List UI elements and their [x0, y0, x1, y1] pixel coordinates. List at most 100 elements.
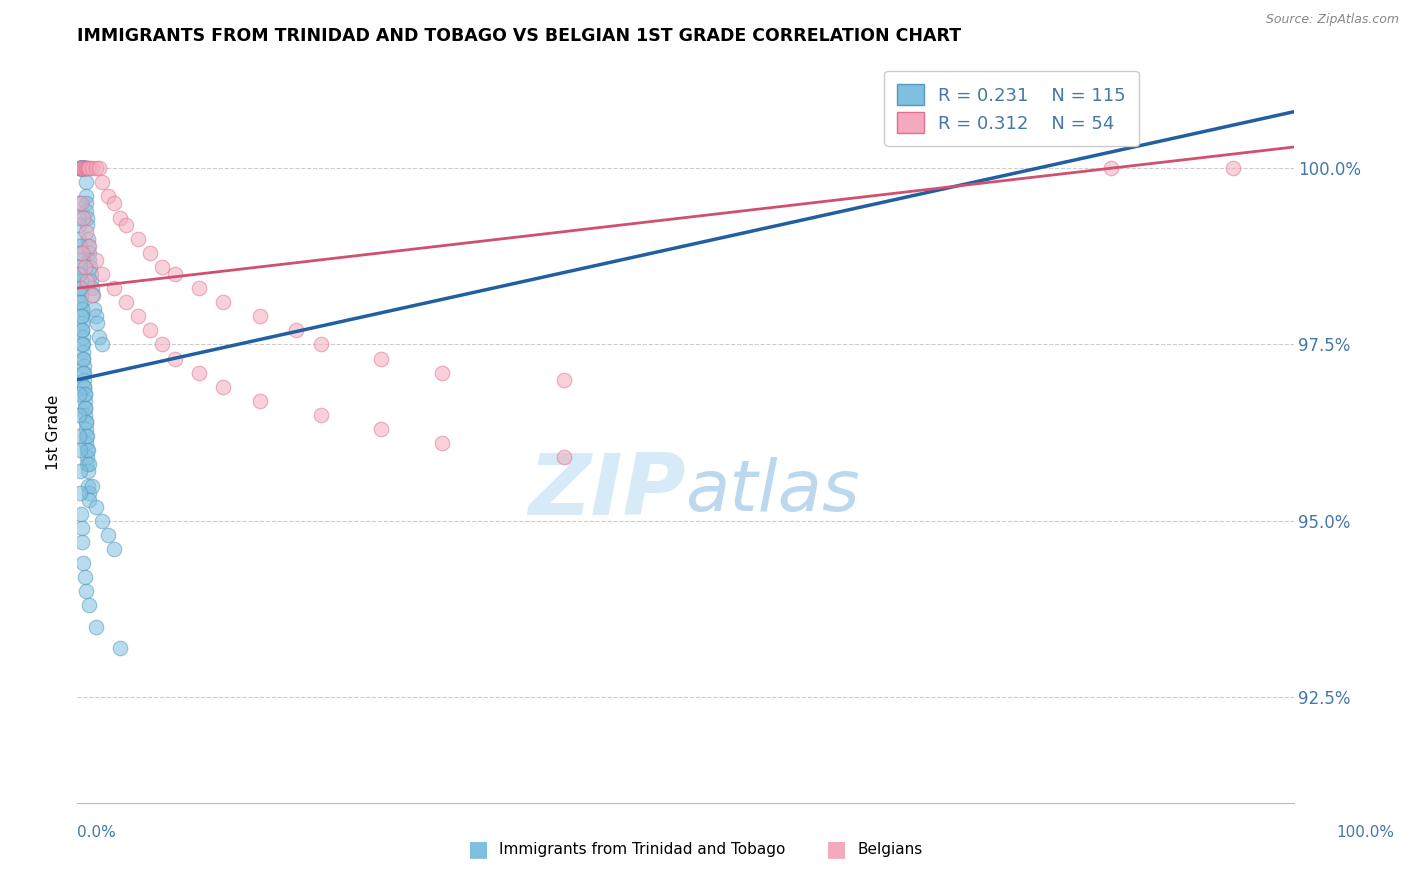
Point [108, 640, 131, 655]
Point [70, 302, 93, 317]
Point [75, 196, 97, 211]
Point [69, 161, 91, 176]
Point [69, 245, 91, 260]
Text: Source: ZipAtlas.com: Source: ZipAtlas.com [1265, 13, 1399, 27]
Point [69, 161, 91, 176]
Point [77, 239, 100, 253]
Point [69, 252, 91, 267]
Point [77, 161, 100, 176]
Point [70, 521, 93, 535]
Point [70, 316, 93, 330]
Point [309, 408, 332, 422]
Point [1099, 161, 1122, 176]
Point [70, 323, 93, 337]
Point [67, 211, 90, 225]
Point [69, 281, 91, 295]
Point [79, 161, 101, 176]
Point [67, 408, 90, 422]
Point [82, 288, 104, 302]
Point [67, 387, 90, 401]
Point [430, 366, 453, 380]
Point [72, 161, 94, 176]
Point [70, 161, 93, 176]
Point [75, 415, 97, 429]
Point [73, 393, 96, 408]
Point [103, 541, 125, 556]
Point [80, 281, 103, 295]
Point [90, 267, 112, 281]
Point [70, 337, 93, 351]
Point [67, 161, 90, 176]
Point [108, 211, 131, 225]
Point [73, 161, 96, 176]
Text: 100.0%: 100.0% [1337, 825, 1395, 840]
Point [69, 161, 91, 176]
Point [76, 211, 98, 225]
Text: IMMIGRANTS FROM TRINIDAD AND TOBAGO VS BELGIAN 1ST GRADE CORRELATION CHART: IMMIGRANTS FROM TRINIDAD AND TOBAGO VS B… [77, 27, 962, 45]
Point [127, 310, 149, 324]
Point [73, 161, 96, 176]
Point [73, 366, 96, 380]
Point [89, 161, 111, 176]
Point [163, 267, 186, 281]
Point [73, 161, 96, 176]
Point [70, 196, 93, 211]
Point [249, 393, 271, 408]
Point [73, 260, 96, 274]
Point [152, 337, 174, 351]
Point [72, 323, 94, 337]
Point [79, 239, 101, 253]
Text: Immigrants from Trinidad and Tobago: Immigrants from Trinidad and Tobago [499, 842, 786, 856]
Point [84, 252, 107, 267]
Point [72, 366, 94, 380]
Point [115, 295, 138, 310]
Point [79, 458, 101, 472]
Point [70, 281, 93, 295]
Legend: R = 0.231    N = 115, R = 0.312    N = 54: R = 0.231 N = 115, R = 0.312 N = 54 [884, 71, 1139, 145]
Point [75, 415, 97, 429]
Point [89, 330, 111, 344]
Point [77, 245, 100, 260]
Point [188, 281, 211, 295]
Text: 0.0%: 0.0% [77, 825, 117, 840]
Point [70, 161, 93, 176]
Point [72, 161, 94, 176]
Point [67, 267, 90, 281]
Point [69, 295, 91, 310]
Point [84, 310, 107, 324]
Point [75, 436, 97, 450]
Point [69, 485, 91, 500]
Point [69, 274, 91, 288]
Point [79, 492, 101, 507]
Point [80, 288, 103, 302]
Text: ■: ■ [827, 839, 846, 859]
Point [72, 351, 94, 366]
Point [84, 161, 107, 176]
Point [69, 464, 91, 478]
Point [212, 380, 235, 394]
Point [163, 351, 186, 366]
Point [72, 161, 94, 176]
Text: atlas: atlas [686, 458, 860, 526]
Point [80, 161, 103, 176]
Point [76, 458, 98, 472]
Point [309, 337, 332, 351]
Point [73, 373, 96, 387]
Point [76, 464, 98, 478]
Point [75, 408, 97, 422]
Text: Belgians: Belgians [858, 842, 922, 856]
Point [75, 401, 97, 415]
Point [430, 436, 453, 450]
Point [70, 161, 93, 176]
Point [72, 161, 94, 176]
Point [70, 310, 93, 324]
Point [76, 443, 98, 458]
Point [75, 401, 97, 415]
Point [212, 295, 235, 310]
Point [76, 161, 98, 176]
Point [73, 380, 96, 394]
Point [1222, 161, 1244, 176]
Point [69, 443, 91, 458]
Point [67, 196, 90, 211]
Point [72, 211, 94, 225]
